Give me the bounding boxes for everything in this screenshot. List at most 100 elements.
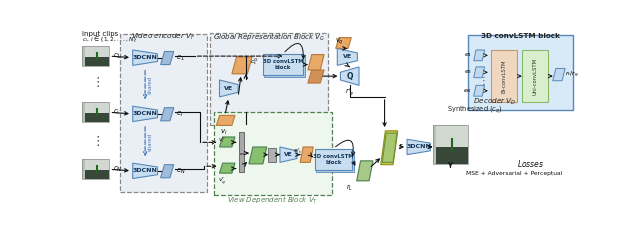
Polygon shape [336,38,351,48]
Polygon shape [220,80,238,97]
Bar [81,159,84,179]
Text: $r_t/r_g$: $r_t/r_g$ [565,69,579,80]
Bar [81,159,109,179]
Bar [522,50,548,102]
Text: $e_2$: $e_2$ [464,68,472,76]
Text: shared: shared [147,132,152,151]
Text: $r_G$: $r_G$ [296,55,304,64]
Text: Global Representation Block $V_G$: Global Representation Block $V_G$ [213,32,325,43]
Text: $v^c_i$: $v^c_i$ [218,135,226,145]
Bar [81,170,109,179]
Text: MSE + Adversarial + Perceptual: MSE + Adversarial + Perceptual [466,171,562,176]
Bar [81,113,109,122]
Text: $\vdots$: $\vdots$ [91,134,100,148]
Text: $v_q$: $v_q$ [335,36,344,47]
Polygon shape [220,137,235,147]
Text: View Dependent Block $V_T$: View Dependent Block $V_T$ [227,195,319,206]
Text: Decoder $V_D$: Decoder $V_D$ [473,97,516,107]
Text: Bi-convLSTM: Bi-convLSTM [501,59,506,93]
Polygon shape [474,85,484,96]
Bar [81,102,109,113]
Text: $e_1$: $e_1$ [176,54,185,63]
Polygon shape [308,55,324,70]
Text: $\vdots$: $\vdots$ [478,74,485,87]
Text: $\mathit{Losses}$: $\mathit{Losses}$ [517,158,545,169]
Text: $e_1$: $e_1$ [464,51,472,59]
Polygon shape [300,147,313,162]
Bar [315,149,352,170]
Polygon shape [280,147,297,162]
Text: Q: Q [346,72,353,81]
Bar [81,46,109,66]
Bar [433,125,468,147]
Text: $r$: $r$ [397,141,403,151]
Text: 3DCNN: 3DCNN [132,55,157,60]
Polygon shape [161,165,174,178]
Polygon shape [132,163,157,179]
Polygon shape [474,50,484,61]
Text: 3D convLSTM block: 3D convLSTM block [481,33,559,39]
Text: $e_N$: $e_N$ [176,167,186,176]
Polygon shape [340,67,359,85]
Bar [467,35,573,110]
Text: VE: VE [224,86,234,91]
Bar [81,159,109,170]
Text: $c_i$, $i\in\{1,2,...,N\}$: $c_i$, $i\in\{1,2,...,N\}$ [83,35,138,44]
Bar [263,54,303,75]
Polygon shape [356,161,373,181]
Polygon shape [381,131,397,165]
Bar [81,102,84,122]
Bar [239,154,244,172]
Text: shared: shared [147,76,152,94]
Bar [316,151,353,172]
Bar [81,102,109,122]
Bar [210,33,328,125]
Text: VE: VE [284,152,293,157]
Text: $v_i$: $v_i$ [220,128,228,137]
Text: 3D convLSTM
block: 3D convLSTM block [263,59,303,70]
Polygon shape [232,57,252,74]
Polygon shape [132,50,157,65]
Text: $\vdots$: $\vdots$ [91,75,100,89]
Text: $r_L$: $r_L$ [346,182,353,193]
Polygon shape [220,163,235,173]
Bar [491,50,517,102]
Text: $c_1$: $c_1$ [113,52,121,61]
Polygon shape [249,147,267,164]
Bar [433,147,468,164]
Text: $e'_t$: $e'_t$ [293,146,303,156]
Polygon shape [308,70,324,83]
Polygon shape [161,108,174,121]
Bar [81,46,84,66]
Text: 3DCNN: 3DCNN [132,168,157,173]
Bar [268,148,276,162]
Text: 3DCNN: 3DCNN [132,111,157,116]
Text: 3D convLSTM
block: 3D convLSTM block [313,154,354,165]
Text: Video encoder $V_F$: Video encoder $V_F$ [131,32,196,42]
Polygon shape [474,67,484,78]
Text: $c_i$: $c_i$ [113,108,120,117]
Text: Uni-convLSTM: Uni-convLSTM [532,58,538,95]
Polygon shape [132,106,157,122]
Polygon shape [337,48,358,65]
Text: $e_N$: $e_N$ [463,87,472,95]
Bar [239,132,244,153]
Bar [433,125,468,164]
Bar [433,125,436,164]
Polygon shape [553,69,565,81]
Text: 3DCNN: 3DCNN [406,145,431,149]
Bar [214,112,332,195]
Bar [81,57,109,66]
Text: $c_t^G$: $c_t^G$ [250,56,259,67]
Text: Input clips: Input clips [83,31,118,37]
Bar [81,46,109,57]
Text: $e_i$: $e_i$ [176,110,184,119]
Text: $v^r_q$: $v^r_q$ [218,175,227,187]
Polygon shape [407,139,430,155]
Text: $c_N$: $c_N$ [113,165,122,174]
Polygon shape [216,115,235,125]
Text: $r'_e$: $r'_e$ [345,87,355,98]
Polygon shape [382,133,397,162]
Text: Synthesized $(c_q)$: Synthesized $(c_q)$ [447,105,503,116]
Bar [120,34,207,192]
